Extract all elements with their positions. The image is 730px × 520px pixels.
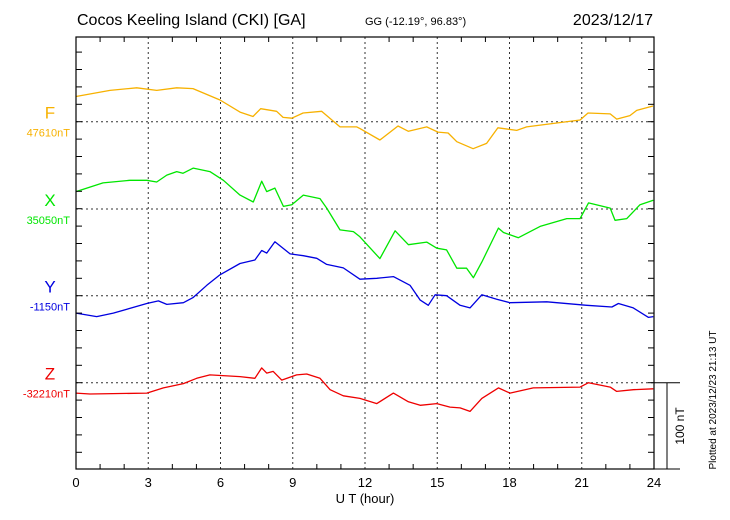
baseline-value-f: 47610nT (27, 128, 71, 140)
series-line-z (75, 367, 654, 413)
component-labels: F 47610nT X 35050nT Y -1150nT Z -32210nT (23, 104, 70, 401)
x-tick-label: 12 (358, 475, 372, 490)
x-tick-label: 21 (575, 475, 589, 490)
x-tick-labels: 0 3 6 9 12 15 18 21 24 (72, 475, 661, 490)
station-coordinates: GG (-12.19°, 96.83°) (365, 16, 466, 28)
component-name-x: X (44, 191, 55, 210)
component-name-z: Z (45, 365, 55, 384)
scale-bar: 100 nT (654, 382, 687, 470)
x-tick-label: 6 (217, 475, 224, 490)
baseline-value-z: -32210nT (23, 389, 70, 401)
x-axis-label: U T (hour) (336, 491, 395, 506)
series-line-x (75, 167, 654, 279)
x-tick-label: 18 (502, 475, 516, 490)
baseline-value-y: -1150nT (30, 302, 70, 314)
plotted-at-label: Plotted at 2023/12/23 21:13 UT (708, 331, 719, 470)
plot-date: 2023/12/17 (573, 12, 653, 29)
x-tick-label: 9 (289, 475, 296, 490)
component-name-y: Y (44, 278, 55, 297)
x-tick-label: 24 (647, 475, 661, 490)
station-title: Cocos Keeling Island (CKI) [GA] (77, 12, 306, 29)
x-tick-label: 0 (72, 475, 79, 490)
x-tick-label: 3 (145, 475, 152, 490)
component-name-f: F (45, 104, 55, 123)
grid (76, 37, 654, 469)
baseline-value-x: 35050nT (27, 215, 71, 227)
scale-bar-label: 100 nT (673, 407, 687, 445)
series-line-f (75, 87, 654, 150)
x-tick-label: 15 (430, 475, 444, 490)
plot-frame (75, 36, 655, 470)
series-line-y (75, 241, 654, 319)
series-group (75, 87, 654, 413)
axis-ticks (76, 37, 654, 469)
